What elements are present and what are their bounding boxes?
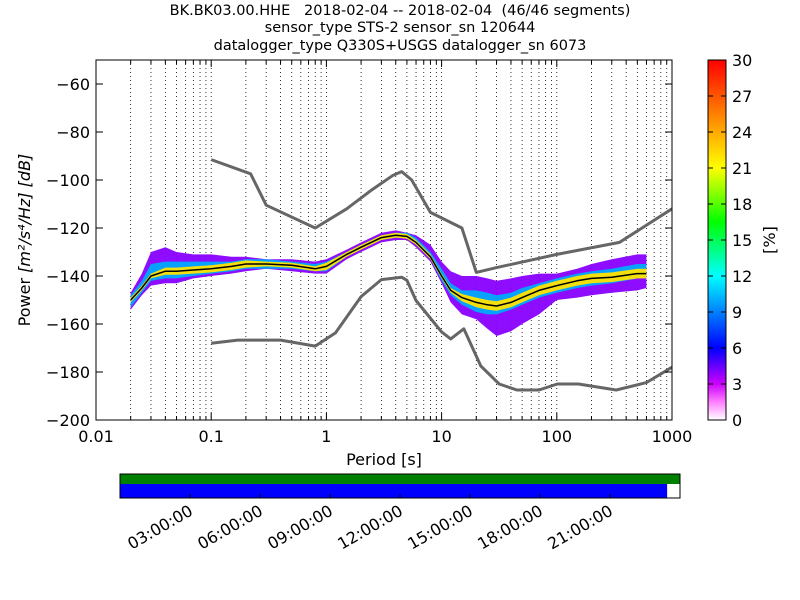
availability-tick-label: 21:00:00 — [544, 501, 616, 553]
x-axis-ticks: 0.01 0.1 1 10 100 1000 — [78, 60, 692, 446]
x-tick-label: 0.01 — [78, 427, 114, 446]
density-band — [130, 232, 647, 315]
y-tick-label: −80 — [56, 123, 90, 142]
colorbar-tick-label: 3 — [732, 375, 742, 394]
mode-curve — [130, 234, 647, 307]
x-tick-label: 0.1 — [198, 427, 223, 446]
colorbar-tick-label: 24 — [732, 123, 752, 142]
grid-lines — [130, 60, 668, 420]
x-tick-label: 1 — [321, 427, 331, 446]
availability-tick-label: 12:00:00 — [334, 501, 406, 553]
psd-density — [130, 230, 647, 336]
colorbar-tick-label: 15 — [732, 231, 752, 250]
colorbar-tick-label: 18 — [732, 195, 752, 214]
availability-tick-label: 03:00:00 — [124, 501, 196, 553]
y-axis-label-prefix: Power — [15, 273, 34, 326]
colorbar-tick-label: 27 — [732, 87, 752, 106]
colorbar-label: [%] — [760, 226, 779, 254]
colorbar-ticks: 0 3 6 9 12 15 18 21 24 27 30 — [708, 51, 752, 430]
chart-title-line-3: datalogger_type Q330S+USGS datalogger_sn… — [213, 38, 587, 54]
colorbar-tick-label: 0 — [732, 411, 742, 430]
new-low-noise-model — [211, 275, 672, 392]
colorbar-tick-label: 21 — [732, 159, 752, 178]
chart-title-line-1: BK.BK03.00.HHE 2018-02-04 -- 2018-02-04 … — [169, 3, 631, 19]
y-tick-label: −160 — [46, 315, 90, 334]
new-high-noise-model — [210, 158, 672, 274]
x-axis-label: Period [s] — [346, 450, 422, 469]
x-tick-label: 10 — [431, 427, 451, 446]
y-tick-label: −180 — [46, 363, 90, 382]
y-tick-label: −200 — [46, 411, 90, 430]
x-tick-label: 1000 — [652, 427, 693, 446]
plot-frame — [95, 59, 673, 421]
data-availability-bar — [120, 474, 680, 484]
y-axis-label-units: [m²/s⁴/Hz] [dB] — [15, 154, 34, 273]
availability-tick-label: 18:00:00 — [474, 501, 546, 553]
y-tick-label: −120 — [46, 219, 90, 238]
y-axis-label: Power [m²/s⁴/Hz] [dB] — [15, 154, 34, 327]
segments-used-bar — [120, 484, 668, 498]
availability-tick-label: 09:00:00 — [264, 501, 336, 553]
y-tick-label: −100 — [46, 171, 90, 190]
availability-tick-label: 06:00:00 — [194, 501, 266, 553]
density-band — [130, 230, 647, 336]
y-tick-label: −60 — [56, 75, 90, 94]
y-axis-ticks: −200 −180 −160 −140 −120 −100 −80 −60 — [46, 75, 672, 430]
availability-tick-label: 15:00:00 — [404, 501, 476, 553]
chart-title-line-2: sensor_type STS-2 sensor_sn 120644 — [264, 20, 536, 36]
psd-curves — [130, 158, 672, 392]
colorbar-tick-label: 6 — [732, 339, 742, 358]
colorbar-tick-label: 30 — [732, 51, 752, 70]
y-tick-label: −140 — [46, 267, 90, 286]
colorbar-tick-label: 9 — [732, 303, 742, 322]
x-tick-label: 100 — [542, 427, 573, 446]
colorbar-tick-label: 12 — [732, 267, 752, 286]
availability-panel: 03:00:0006:00:0009:00:0012:00:0015:00:00… — [119, 473, 681, 553]
